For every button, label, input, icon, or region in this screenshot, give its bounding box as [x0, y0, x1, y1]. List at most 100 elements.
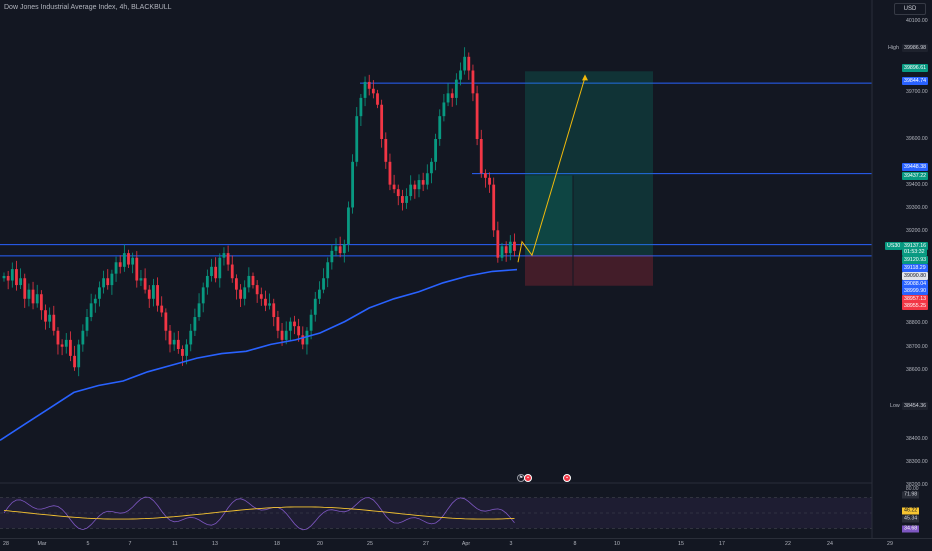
candle-body — [347, 207, 350, 244]
candle-body — [371, 88, 375, 94]
us-flag-event-icon[interactable]: ▪ — [524, 474, 532, 482]
profit-zone — [525, 71, 653, 256]
price-tick-label: 38700.00 — [906, 344, 928, 350]
candle-body — [446, 93, 450, 103]
time-tick-label: Apr — [461, 541, 471, 547]
candle-body — [110, 273, 114, 286]
candle-body — [355, 116, 359, 162]
candle-body — [396, 189, 400, 197]
candle-body — [106, 278, 110, 286]
us-flag-event-icon[interactable]: ▪ — [563, 474, 571, 482]
candle-body — [363, 81, 367, 98]
candle-body — [23, 278, 27, 299]
candle-body — [239, 289, 242, 299]
candle-body — [405, 196, 408, 203]
price-tick-label: 38800.00 — [906, 320, 928, 326]
candle-body — [89, 303, 93, 318]
time-tick-label: 15 — [678, 541, 684, 547]
candle-body — [247, 275, 251, 288]
candle-body — [488, 177, 491, 185]
time-tick-label: 13 — [212, 541, 218, 547]
candle-body — [293, 321, 296, 327]
candle-body — [139, 278, 143, 281]
candle-body — [98, 287, 101, 299]
price-tag: 01:53:32 — [902, 248, 927, 256]
candle-body — [77, 344, 81, 368]
chart-title: Dow Jones Industrial Average Index, 4h, … — [4, 4, 172, 11]
candle-body — [334, 246, 338, 251]
candle-body — [201, 287, 205, 304]
symbol-tag: US30 — [885, 242, 903, 250]
candle-body — [409, 184, 413, 197]
profit-zone-inner — [525, 175, 573, 256]
candle-body — [127, 253, 130, 265]
candle-body — [235, 278, 238, 290]
high-value-tag: 39986.98 — [902, 44, 929, 52]
price-tick-label: 38300.00 — [906, 459, 928, 465]
candle-body — [48, 314, 52, 322]
candle-body — [185, 344, 188, 356]
candle-body — [147, 289, 151, 299]
time-axis[interactable] — [0, 538, 932, 551]
candle-body — [102, 278, 105, 288]
candle-body — [351, 161, 354, 208]
low-label: Low — [890, 403, 900, 409]
price-tag: 38955.25 — [902, 302, 929, 310]
candle-body — [276, 317, 280, 331]
projection-path — [517, 77, 586, 263]
candle-body — [19, 278, 22, 286]
candle-body — [176, 339, 180, 350]
price-tick-label: 38400.00 — [906, 436, 928, 442]
time-tick-label: 22 — [785, 541, 791, 547]
rsi-value-tag: 45.34 — [902, 515, 920, 523]
price-tick-label: 38200.00 — [906, 482, 928, 488]
candle-body — [268, 303, 271, 306]
high-label: High — [888, 45, 899, 51]
candle-body — [222, 253, 226, 258]
candle-body — [508, 241, 512, 254]
price-tag: 39118.29 — [902, 264, 928, 272]
candle-body — [380, 104, 384, 139]
candle-body — [193, 317, 197, 331]
candle-body — [484, 173, 487, 178]
time-tick-label: 7 — [128, 541, 132, 547]
candle-body — [504, 246, 508, 254]
candle-body — [318, 289, 321, 299]
rsi-value-tag: 46.22 — [902, 507, 920, 515]
candle-body — [442, 102, 446, 117]
candle-body — [251, 275, 255, 286]
time-tick-label: 8 — [573, 541, 577, 547]
time-tick-label: 24 — [827, 541, 833, 547]
candle-body — [52, 314, 56, 331]
rsi-tick-label: 80.00 — [906, 486, 919, 492]
rsi-ma-line — [3, 506, 515, 520]
currency-button[interactable]: USD — [894, 3, 926, 15]
candle-body — [2, 275, 6, 279]
candle-body — [338, 246, 342, 254]
candle-body — [218, 257, 222, 279]
rsi-value-tag: 71.98 — [902, 491, 920, 499]
candle-body — [189, 330, 193, 345]
candle-body — [264, 298, 267, 306]
candle-body — [114, 262, 118, 274]
candle-body — [301, 335, 305, 345]
candle-body — [459, 70, 462, 80]
candle-body — [280, 330, 284, 340]
time-tick-label: Mar — [37, 541, 47, 547]
candle-body — [330, 250, 334, 263]
candle-body — [205, 275, 209, 288]
candle-body — [413, 184, 417, 190]
time-tick-label: 18 — [274, 541, 280, 547]
candle-body — [463, 56, 467, 71]
time-tick-label: 10 — [614, 541, 620, 547]
candle-body — [60, 344, 64, 347]
candle-body — [168, 330, 172, 345]
time-tick-label: 17 — [719, 541, 725, 547]
candle-body — [376, 93, 379, 105]
price-tick-label: 38600.00 — [906, 367, 928, 373]
price-tag: 39844.74 — [902, 77, 929, 85]
candle-body — [430, 161, 433, 174]
candle-body — [313, 298, 317, 315]
